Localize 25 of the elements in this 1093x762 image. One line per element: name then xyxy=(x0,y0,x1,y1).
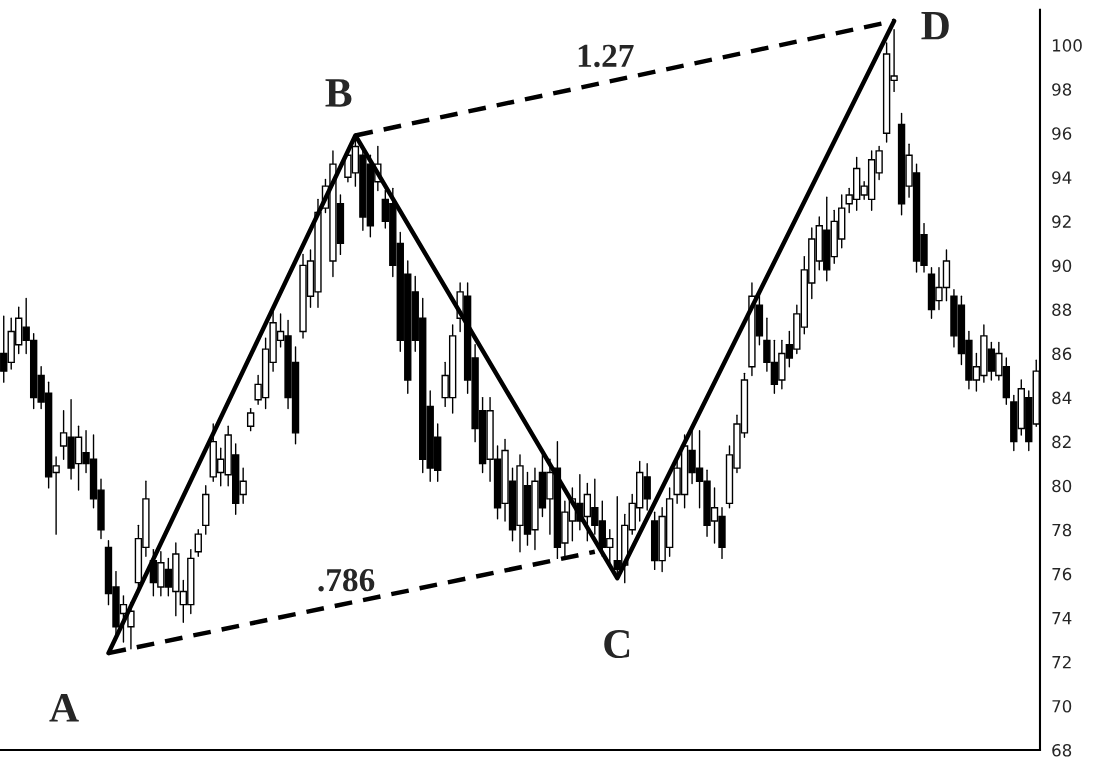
y-tick-label: 92 xyxy=(1052,215,1071,228)
y-tick-label: 80 xyxy=(1052,479,1072,493)
y-tick-label: 96 xyxy=(1052,127,1072,140)
candlestick xyxy=(194,529,202,557)
data-label: A xyxy=(49,693,79,722)
y-tick-label: 94 xyxy=(1052,171,1072,184)
data-label: D xyxy=(921,11,949,40)
annotation: 1.27 xyxy=(578,44,634,68)
candlestick xyxy=(246,407,255,432)
y-tick-label: 76 xyxy=(1052,567,1072,581)
y-tick-label: 70 xyxy=(1052,699,1072,713)
annotation: .786 xyxy=(318,568,375,592)
y-tick-label: 88 xyxy=(1052,303,1072,317)
y-tick-label: 84 xyxy=(1052,391,1072,405)
y-tick-label: 98 xyxy=(1052,83,1072,96)
y-tick-label: 90 xyxy=(1052,259,1072,272)
y-tick-label: 72 xyxy=(1052,655,1071,669)
y-tick-label: 100 xyxy=(1052,39,1082,52)
data-label: B xyxy=(325,79,352,107)
y-tick-label: 68 xyxy=(1052,744,1072,757)
y-tick-label: 82 xyxy=(1052,435,1071,449)
y-tick-label: 74 xyxy=(1052,612,1072,625)
data-label: C xyxy=(604,630,630,659)
y-tick-label: 78 xyxy=(1052,523,1072,537)
y-tick-label: 86 xyxy=(1052,347,1072,361)
